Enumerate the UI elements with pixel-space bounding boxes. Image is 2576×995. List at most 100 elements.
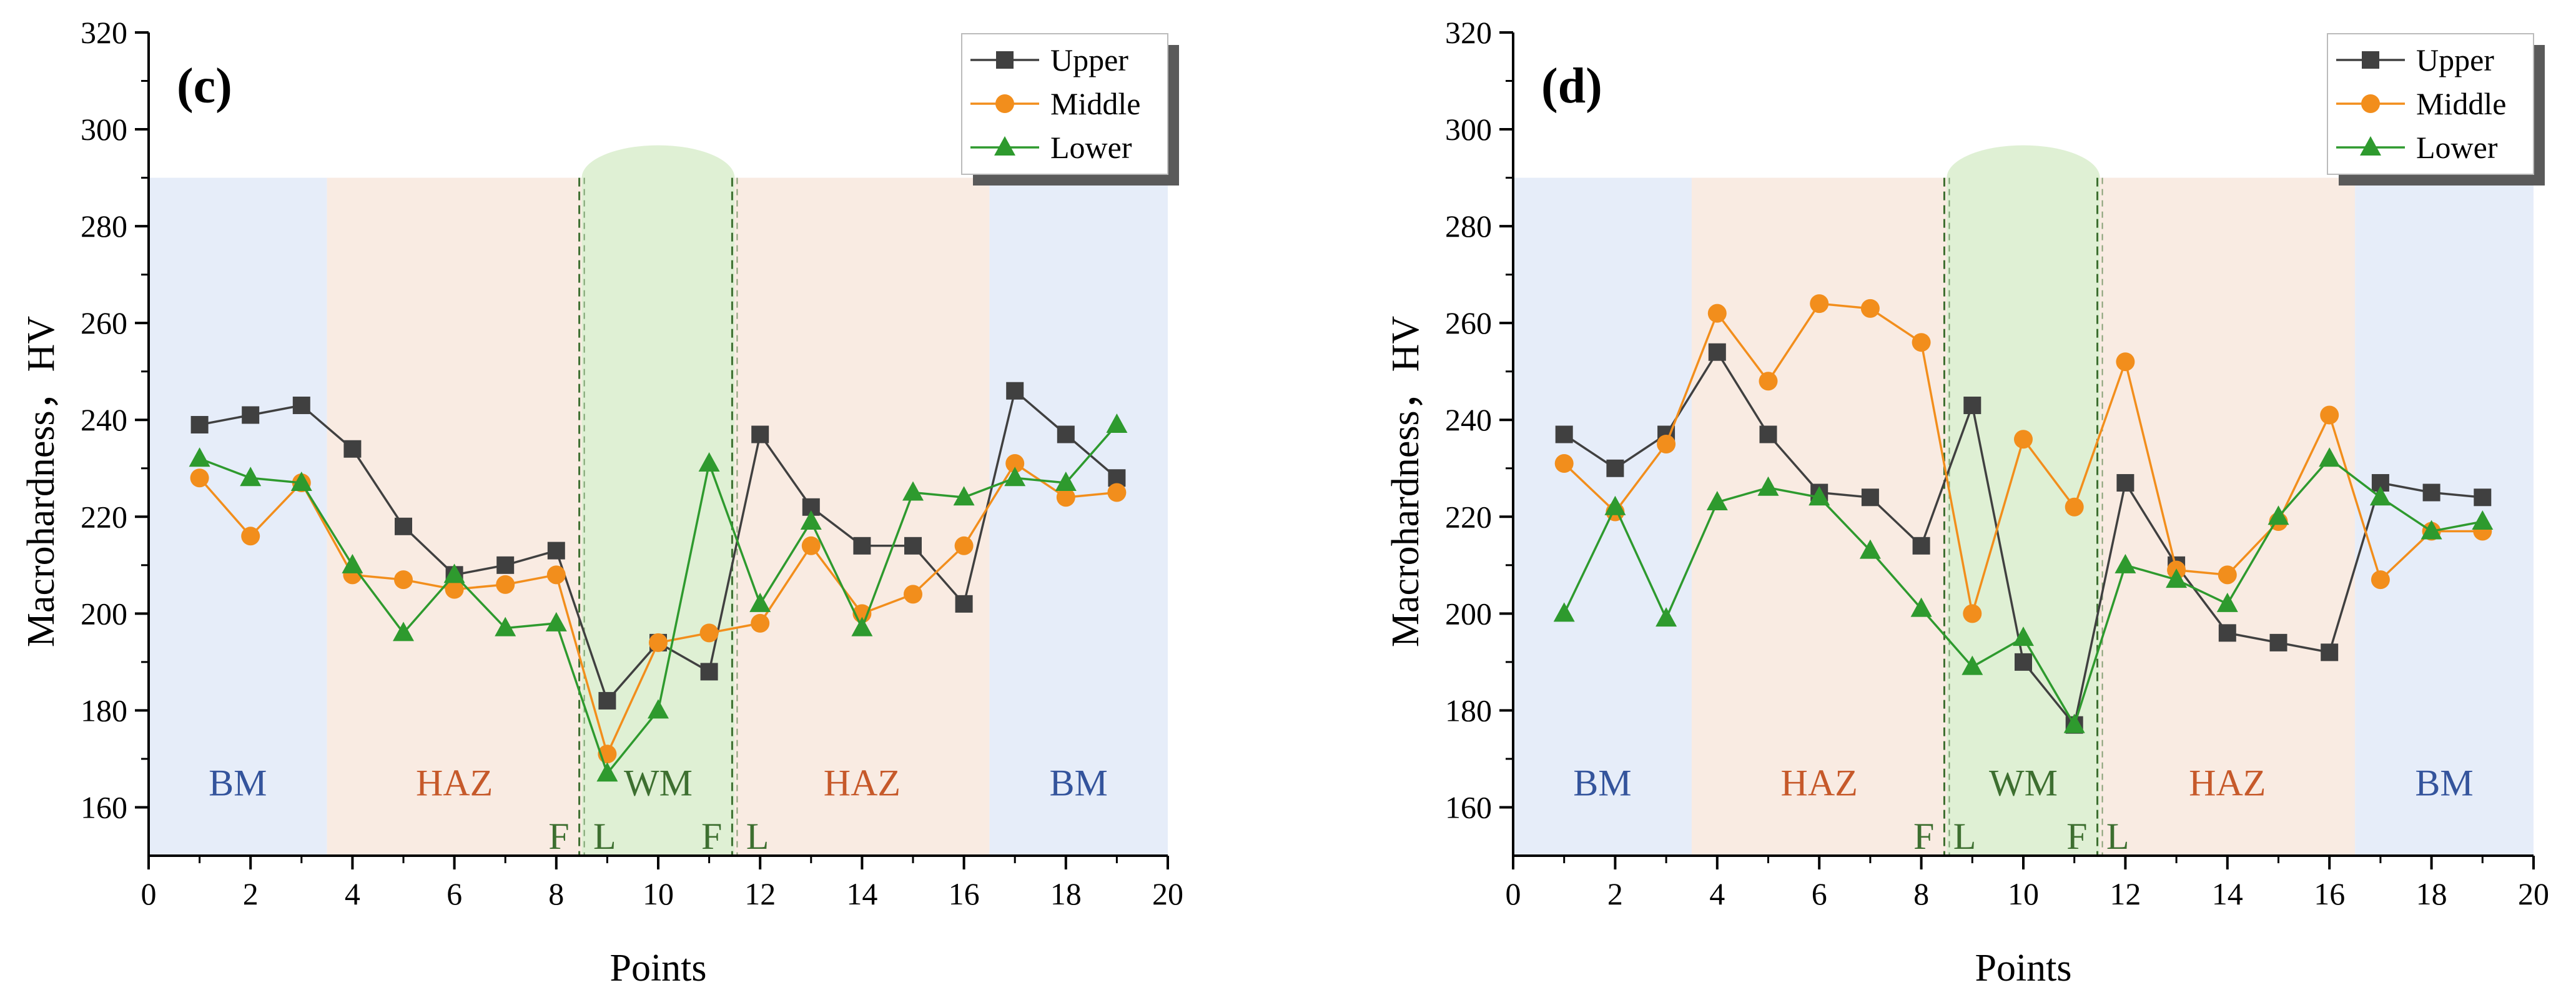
data-point xyxy=(445,580,464,599)
data-point xyxy=(596,762,618,782)
data-point xyxy=(1910,597,1932,617)
y-axis-title: Macrohardness，HV xyxy=(20,316,62,648)
data-point xyxy=(2268,505,2289,525)
data-point xyxy=(955,595,973,613)
data-point xyxy=(649,633,668,652)
data-point xyxy=(2065,497,2084,517)
legend-marker xyxy=(2361,94,2380,113)
data-point xyxy=(2421,520,2442,540)
data-point xyxy=(1553,602,1575,622)
data-point xyxy=(1912,537,1930,555)
data-point xyxy=(496,556,515,574)
x-tick-label: 12 xyxy=(744,876,776,911)
zone-haz-3 xyxy=(734,177,990,856)
data-point xyxy=(1859,539,1881,559)
data-point xyxy=(342,553,363,573)
x-tick-label: 2 xyxy=(243,876,259,911)
x-tick-label: 20 xyxy=(2518,876,2549,911)
data-point xyxy=(2422,483,2440,502)
legend-label: Upper xyxy=(2416,42,2494,77)
series-lower xyxy=(1553,447,2494,733)
wm-cap xyxy=(1947,145,2100,210)
data-point xyxy=(598,691,616,710)
wm-cap xyxy=(581,145,735,210)
x-tick-label: 18 xyxy=(1050,876,1082,911)
data-point xyxy=(2472,510,2494,530)
fusion-line-label: L xyxy=(1953,816,1976,857)
data-point xyxy=(2320,405,2339,425)
fusion-line-label: L xyxy=(593,816,616,857)
data-point xyxy=(1055,472,1077,492)
data-point xyxy=(2369,486,2391,506)
data-point xyxy=(1757,476,1779,496)
chart-panel-c: BM HAZ WM HAZ BMF L F L0 2 4 6 8 10 12 14 16 18 201601802… xyxy=(20,15,1183,989)
zone-label-haz: HAZ xyxy=(1781,763,1858,804)
data-point xyxy=(1759,372,1778,391)
x-tick-label: 10 xyxy=(643,876,674,911)
data-point xyxy=(2014,430,2033,449)
data-point xyxy=(1056,488,1075,507)
zone-bm-4 xyxy=(2355,177,2534,856)
legend: Upper Middle Lower xyxy=(961,33,1179,186)
fusion-line-label: F xyxy=(2066,816,2087,857)
y-tick-label: 180 xyxy=(81,693,127,728)
data-point xyxy=(2166,568,2188,588)
y-tick-label: 320 xyxy=(81,15,127,50)
data-point xyxy=(953,486,975,506)
data-point xyxy=(1912,333,1931,352)
y-tick-label: 260 xyxy=(81,305,127,340)
data-point xyxy=(2319,447,2341,467)
zone-label-bm: BM xyxy=(2415,763,2473,804)
y-tick-label: 280 xyxy=(81,209,127,244)
zone-wm-2 xyxy=(1947,177,2100,856)
x-tick-label: 14 xyxy=(2212,876,2243,911)
data-point xyxy=(242,406,260,424)
legend-label: Middle xyxy=(1050,86,1140,121)
x-tick-label: 0 xyxy=(141,876,157,911)
y-tick-label: 160 xyxy=(81,790,127,824)
zone-haz-1 xyxy=(1691,177,1947,856)
fusion-line-label: F xyxy=(548,816,569,857)
data-point xyxy=(343,440,362,458)
data-point xyxy=(851,616,873,636)
y-tick-label: 200 xyxy=(81,596,127,631)
data-point xyxy=(394,570,413,590)
data-point xyxy=(2321,643,2339,661)
data-point xyxy=(2269,633,2287,651)
data-point xyxy=(1057,425,1075,443)
data-point xyxy=(1005,454,1025,473)
y-tick-label: 220 xyxy=(1445,499,1492,534)
x-axis-title: Points xyxy=(1975,947,2071,989)
legend-label: Lower xyxy=(1050,130,1132,165)
data-point xyxy=(443,563,465,583)
legend-label: Upper xyxy=(1050,42,1128,77)
data-point xyxy=(699,623,719,643)
legend-marker xyxy=(996,51,1014,69)
x-tick-label: 16 xyxy=(2314,876,2345,911)
y-tick-label: 180 xyxy=(1445,693,1492,728)
x-tick-label: 4 xyxy=(345,876,360,911)
data-point xyxy=(904,537,922,555)
zone-label-haz: HAZ xyxy=(2189,763,2266,804)
data-point xyxy=(853,537,871,555)
y-tick-label: 160 xyxy=(1445,790,1492,824)
data-point xyxy=(189,447,210,467)
zone-label-bm: BM xyxy=(209,763,267,804)
data-point xyxy=(2013,626,2034,646)
x-tick-label: 18 xyxy=(2416,876,2447,911)
fusion-line-label: L xyxy=(746,816,769,857)
data-point xyxy=(2216,592,2238,612)
data-point xyxy=(1860,299,1880,318)
data-point xyxy=(546,565,566,585)
fusion-line-label: F xyxy=(1913,816,1934,857)
fusion-line-label: L xyxy=(2106,816,2129,857)
data-point xyxy=(700,663,718,681)
data-point xyxy=(751,613,770,633)
zone-label-bm: BM xyxy=(1573,763,1631,804)
fusion-line-label: F xyxy=(701,816,722,857)
data-point xyxy=(1963,604,1982,623)
data-point xyxy=(2116,474,2134,492)
data-point xyxy=(547,542,565,560)
data-point xyxy=(800,510,822,530)
